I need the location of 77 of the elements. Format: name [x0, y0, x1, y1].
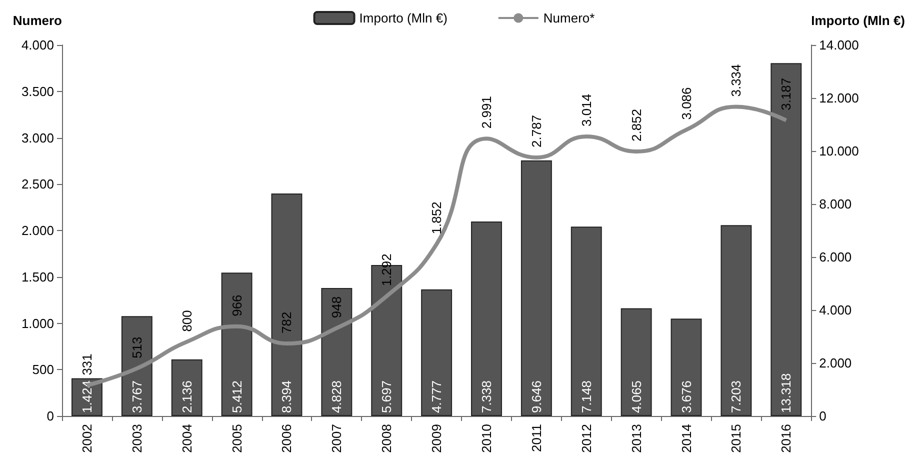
x-tick-label: 2003 [129, 424, 144, 453]
bar [321, 288, 352, 416]
data-label: 3.767 [129, 380, 144, 413]
x-tick-label: 2010 [479, 424, 494, 453]
data-label: 3.676 [678, 380, 694, 413]
x-tick-label: 2004 [179, 424, 194, 453]
bar [471, 222, 502, 416]
data-label: 8.394 [279, 380, 294, 413]
data-label: 7.338 [479, 380, 494, 413]
bar [221, 272, 252, 416]
data-label: 13.318 [778, 373, 794, 413]
y2-tick-label: 14.000 [819, 38, 859, 52]
data-label: 1.852 [429, 202, 444, 234]
x-tick-label: 2007 [329, 424, 344, 453]
y2-tick-label: 4.000 [819, 302, 852, 318]
y2-tick-label: 12.000 [819, 90, 859, 106]
x-tick-label: 2002 [79, 424, 94, 453]
data-label: 4.828 [329, 380, 344, 413]
y-tick-label: 2.500 [21, 176, 54, 192]
data-label: 2.787 [528, 114, 544, 148]
data-label: 7.148 [578, 380, 594, 413]
x-tick-label: 2014 [678, 424, 694, 453]
x-tick-label: 2013 [628, 424, 644, 453]
y-tick-label: 1.500 [21, 269, 54, 284]
y2-tick-label: 2.000 [819, 356, 852, 370]
bar [171, 359, 202, 416]
data-label: 782 [279, 312, 294, 334]
data-label: 4.777 [429, 380, 444, 413]
bar [520, 160, 552, 416]
x-tick-label: 2011 [528, 424, 544, 452]
data-label: 2.852 [628, 108, 644, 142]
data-label: 3.014 [578, 94, 594, 126]
legend-label: Importo (Mln €) [359, 10, 448, 26]
x-tick-label: 2006 [279, 424, 294, 453]
y2-tick-label: 0 [819, 408, 826, 424]
x-tick-label: 2012 [578, 424, 594, 453]
x-tick-label: 2016 [778, 424, 794, 453]
legend-label: Numero* [543, 10, 595, 26]
bar [720, 225, 752, 416]
data-label: 3.187 [778, 78, 794, 110]
y2-tick-label: 6.000 [819, 250, 852, 264]
data-label: 800 [179, 310, 194, 332]
x-tick-label: 2008 [379, 424, 394, 453]
y2-tick-label: 8.000 [819, 196, 852, 212]
y-tick-label: 0 [46, 408, 54, 424]
y-axis-title: Numero [12, 13, 62, 28]
x-tick-label: 2015 [728, 424, 744, 453]
bar [421, 289, 452, 416]
y-tick-label: 4.000 [21, 38, 54, 52]
y2-axis-title: Importo (Mln €) [811, 13, 906, 28]
bar [670, 318, 702, 416]
data-label: 2.136 [179, 380, 194, 413]
y-tick-label: 3.000 [21, 130, 54, 146]
y-tick-label: 2.000 [21, 223, 54, 238]
data-label: 331 [79, 354, 94, 376]
y-tick-label: 3.500 [21, 84, 54, 99]
bar [620, 308, 652, 416]
bar [271, 194, 302, 416]
y-tick-label: 1.000 [21, 316, 54, 331]
data-label: 9.646 [528, 380, 544, 413]
data-label: 5.697 [379, 380, 394, 413]
data-label: 2.991 [479, 96, 494, 129]
x-tick-label: 2009 [429, 424, 444, 453]
y-tick-label: 500 [32, 362, 54, 378]
data-label: 3.334 [728, 64, 744, 97]
data-label: 4.065 [628, 380, 644, 413]
data-label: 3.086 [678, 87, 694, 120]
bar [770, 63, 802, 416]
data-label: 966 [229, 294, 244, 316]
data-label: 7.203 [728, 380, 744, 413]
data-label: 1.292 [379, 254, 394, 286]
data-label: 513 [129, 336, 144, 358]
y2-tick-label: 10.000 [819, 144, 859, 158]
x-tick-label: 2005 [229, 424, 244, 453]
data-label: 5.412 [229, 380, 244, 413]
data-label: 948 [329, 296, 344, 318]
bar [570, 226, 602, 416]
